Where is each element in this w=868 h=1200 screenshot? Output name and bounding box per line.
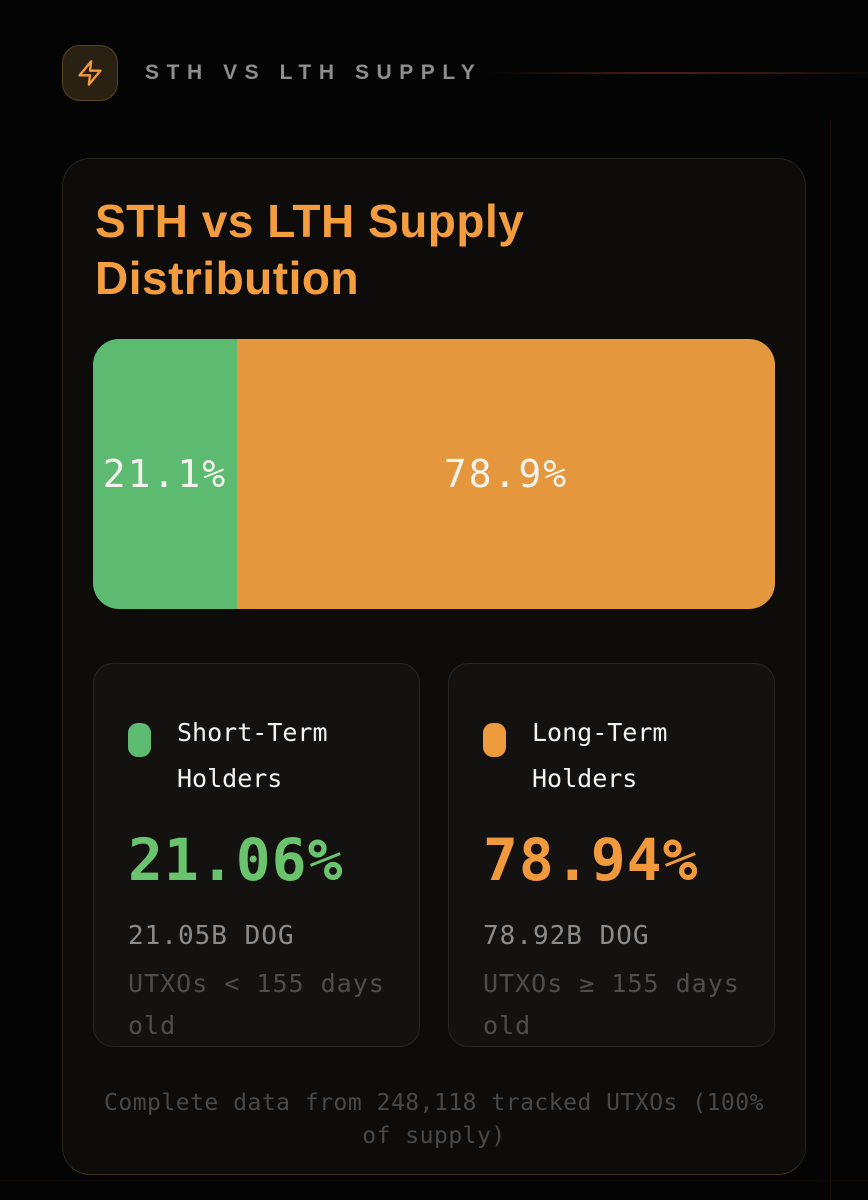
header: STH VS LTH SUPPLY: [62, 45, 868, 101]
supply-distribution-bar: 21.1% 78.9%: [93, 339, 775, 610]
sth-stat-header: Short-Term Holders: [128, 710, 385, 802]
lightning-icon: [78, 60, 102, 86]
sth-stat-label: Short-Term Holders: [177, 718, 328, 794]
background-grid-vline: [830, 120, 831, 1200]
header-label: STH VS LTH SUPPLY: [145, 61, 483, 84]
lth-stat-label: Long-Term Holders: [532, 718, 668, 794]
lth-stat-card: Long-Term Holders 78.94% 78.92B DOG UTXO…: [448, 663, 775, 1048]
lth-bar-label: 78.9%: [443, 452, 569, 497]
sth-legend-dot-icon: [128, 723, 151, 758]
sth-bar-segment: 21.1%: [93, 339, 237, 610]
supply-panel: STH vs LTH Supply Distribution 21.1% 78.9…: [62, 158, 806, 1175]
header-divider: [488, 72, 868, 74]
panel-title-line1: STH vs LTH Supply: [95, 195, 525, 247]
background-grid-hline: [0, 1180, 868, 1181]
lth-amount-value: 78.92B DOG: [483, 921, 650, 952]
lth-percent-value: 78.94%: [483, 826, 699, 895]
lightning-badge: [62, 45, 118, 101]
sth-stat-card: Short-Term Holders 21.06% 21.05B DOG UTX…: [93, 663, 420, 1048]
panel-title-line2: Distribution: [95, 252, 360, 305]
panel-title: STH vs LTH Supply Distribution: [93, 193, 775, 307]
sth-amount-value: 21.05B DOG: [128, 921, 295, 952]
stats-row: Short-Term Holders 21.06% 21.05B DOG UTX…: [93, 663, 775, 1048]
lth-bar-segment: 78.9%: [236, 339, 775, 610]
lth-definition: UTXOs ≥ 155 days old: [483, 969, 740, 1040]
footnote: Complete data from 248,118 tracked UTXOs…: [104, 1090, 764, 1150]
sth-percent-value: 21.06%: [128, 826, 344, 895]
lth-legend-dot-icon: [483, 723, 506, 758]
sth-bar-label: 21.1%: [102, 452, 228, 497]
sth-definition: UTXOs < 155 days old: [128, 969, 385, 1040]
lth-stat-header: Long-Term Holders: [483, 710, 740, 802]
